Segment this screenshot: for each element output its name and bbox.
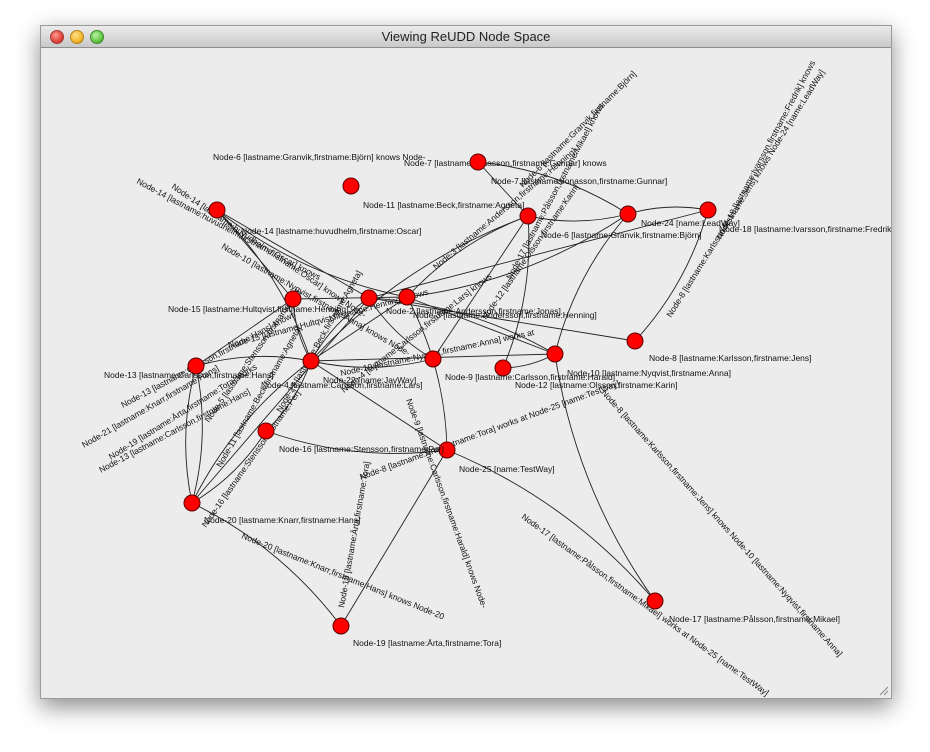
graph-edge: [502, 215, 532, 369]
graph-edge: [216, 209, 370, 299]
node-label: Node-17 [lastname:Pålsson,firstname:Mika…: [669, 614, 840, 624]
graph-node[interactable]: [257, 422, 275, 440]
node-label: Node-7 [lastname:Jonasson,firstname:Gunn…: [491, 176, 667, 186]
graph-edge: [368, 208, 709, 299]
node-label: Node-2 [lastname:Andersson,firstname:Jon…: [386, 306, 561, 316]
graph-edge: [191, 502, 342, 627]
graph-edge: [216, 209, 294, 300]
node-label: Node-22 [name:JavWay]: [323, 375, 416, 385]
graph-edge: [265, 430, 448, 454]
graph-edge: [368, 297, 556, 355]
node-label: Node-14 [lastname:huvudhelm,firstname:Os…: [241, 226, 421, 236]
graph-node[interactable]: [424, 350, 442, 368]
graph-edge: [191, 430, 267, 504]
node-label: Node-11 [lastname:Beck,firstname:Agneta]: [363, 200, 524, 210]
edge-label: Node-6 [lastname:Granvik,firstname:Björn…: [213, 152, 426, 162]
graph-edge: [185, 365, 197, 504]
node-label: Node-9 [lastname:Carlsson,firstname:Hara…: [445, 372, 615, 382]
node-label: Node-3 [lastname:Andersson,firstname:Hen…: [413, 310, 597, 320]
graph-edge: [310, 296, 408, 362]
graph-node[interactable]: [519, 207, 537, 225]
node-label: Node-4 [lastname:Carlsson,firstname:Lars…: [261, 380, 423, 390]
graph-node[interactable]: [284, 290, 302, 308]
graph-node[interactable]: [438, 441, 456, 459]
minimize-button[interactable]: [70, 30, 84, 44]
window-title: Viewing ReUDD Node Space: [381, 29, 551, 44]
node-label: Node-10 [lastname:Nyqvist,firstname:Anna…: [567, 368, 731, 378]
node-label-layer: Node-6 [lastname:Granvik,firstname:Björn…: [104, 176, 891, 648]
node-label: Node-12 [lastname:Olsson,firstname:Karin…: [515, 380, 678, 390]
graph-edge: [216, 209, 313, 362]
graph-edge: [446, 449, 656, 602]
app-window: Viewing ReUDD Node Space Node-6 [lastnam…: [40, 25, 892, 699]
node-label: Node-18 [lastname:Ivarsson,firstname:Fre…: [719, 224, 891, 234]
graph-edge: [527, 212, 629, 222]
graph-edge: [310, 297, 370, 362]
graph-edge: [292, 294, 408, 300]
graph-node[interactable]: [332, 617, 350, 635]
graph-node[interactable]: [699, 201, 717, 219]
graph-node[interactable]: [398, 288, 416, 306]
graph-node[interactable]: [302, 352, 320, 370]
graph-edge: [191, 365, 203, 504]
graph-node[interactable]: [342, 177, 360, 195]
graph-node[interactable]: [208, 201, 226, 219]
graph-node[interactable]: [469, 153, 487, 171]
node-label: Node-19 [lastname:Ärta,firstname:Tora]: [353, 638, 501, 648]
graph-edge: [195, 298, 294, 367]
graph-node[interactable]: [360, 289, 378, 307]
node-label: Node-8 [lastname:Karlsson,firstname:Jens…: [649, 353, 812, 363]
graph-edge: [554, 213, 629, 355]
graph-node[interactable]: [183, 494, 201, 512]
node-layer[interactable]: [183, 153, 717, 635]
graph-node[interactable]: [626, 332, 644, 350]
graph-edge: [368, 297, 434, 360]
graph-edge: [310, 360, 448, 451]
close-button[interactable]: [50, 30, 64, 44]
graph-edge: [340, 449, 448, 627]
node-label: Node-25 [name:TestWay]: [459, 464, 555, 474]
node-label: Node-15 [lastname:Hultqvist,firstname:He…: [168, 304, 348, 314]
resize-grip-icon[interactable]: [877, 684, 889, 696]
graph-edge: [406, 296, 556, 355]
graph-edge: [553, 353, 656, 602]
graph-edge: [406, 213, 629, 298]
graph-edge: [634, 209, 710, 342]
node-space-graph[interactable]: Node-6 [lastname:Granvik,firstname:Björn…: [41, 48, 891, 698]
graph-node[interactable]: [494, 359, 512, 377]
node-label: Node-6 [lastname:Granvik,firstname:Björn…: [541, 230, 702, 240]
graph-edge: [310, 357, 434, 368]
graph-edge: [310, 215, 529, 362]
graph-edge: [195, 355, 312, 367]
graph-node[interactable]: [646, 592, 664, 610]
edge-label: Node-8 [lastname:Karlsson,firstname:Jens…: [664, 68, 826, 319]
graph-canvas[interactable]: Node-6 [lastname:Granvik,firstname:Björn…: [41, 48, 891, 698]
edge-layer: [185, 161, 710, 627]
node-label: Node-13 [lastname:Carlsson,firstname:Han…: [104, 370, 274, 380]
graph-edge: [477, 161, 629, 215]
graph-edge: [432, 215, 529, 360]
graph-node[interactable]: [546, 345, 564, 363]
graph-node[interactable]: [187, 357, 205, 375]
graph-edge: [216, 209, 408, 299]
graph-edge: [406, 296, 450, 451]
node-label: Node-20 [lastname:Knarr,firstname:Hans]: [204, 515, 360, 525]
zoom-button[interactable]: [90, 30, 104, 44]
graph-edge: [191, 297, 370, 504]
graph-edge: [191, 360, 312, 504]
edge-label: Node-6 [lastname:Granvik,firstname:Björn…: [517, 69, 638, 190]
title-bar[interactable]: Viewing ReUDD Node Space: [41, 26, 891, 48]
graph-node[interactable]: [619, 205, 637, 223]
node-label: Node-24 [name:LeadWay]: [641, 218, 740, 228]
edge-label: Node-7 [lastname:Jonasson,firstname:Gunn…: [404, 158, 607, 168]
node-label: Node-16 [lastname:Stensson,firstname:Per…: [279, 444, 444, 454]
